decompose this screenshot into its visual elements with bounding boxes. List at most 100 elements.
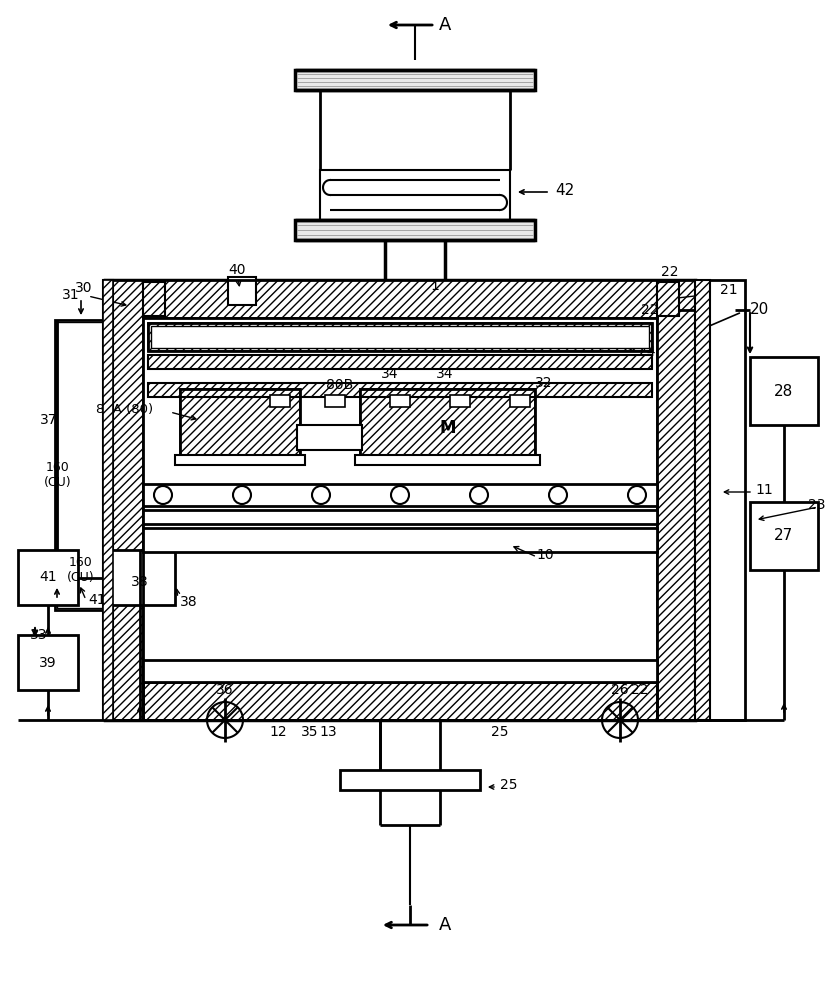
Circle shape: [391, 486, 408, 504]
Text: 39: 39: [39, 656, 57, 670]
Bar: [339, 770, 479, 790]
Bar: [320, 170, 509, 220]
Text: 21: 21: [720, 283, 737, 297]
Bar: [18, 550, 78, 605]
Text: 37: 37: [40, 413, 57, 427]
Bar: [142, 682, 657, 720]
Circle shape: [154, 486, 171, 504]
Bar: [270, 395, 290, 407]
Bar: [142, 660, 657, 682]
Bar: [18, 635, 78, 690]
Text: A: A: [438, 16, 450, 34]
Bar: [295, 70, 534, 90]
Bar: [142, 280, 657, 318]
Text: 34: 34: [436, 367, 453, 381]
Bar: [180, 389, 300, 457]
Text: 33: 33: [30, 628, 47, 642]
Bar: [142, 682, 657, 720]
Bar: [148, 355, 651, 369]
Bar: [295, 220, 534, 240]
Circle shape: [628, 486, 645, 504]
Bar: [57, 322, 105, 608]
Circle shape: [469, 486, 488, 504]
Circle shape: [311, 486, 330, 504]
Text: 32: 32: [534, 376, 551, 390]
Text: 10: 10: [536, 548, 553, 562]
Bar: [228, 277, 256, 305]
Text: 41: 41: [88, 593, 105, 607]
Bar: [148, 323, 651, 351]
Text: 22: 22: [630, 683, 648, 697]
Bar: [105, 280, 142, 720]
Bar: [105, 550, 175, 605]
Bar: [148, 383, 651, 397]
Bar: [694, 280, 744, 720]
Text: 34: 34: [381, 367, 398, 381]
Bar: [180, 389, 300, 457]
Bar: [657, 282, 678, 316]
Bar: [103, 280, 113, 720]
Bar: [450, 395, 469, 407]
Bar: [657, 282, 678, 316]
Text: 22: 22: [661, 265, 678, 279]
Text: M: M: [439, 419, 455, 437]
Text: 24: 24: [638, 345, 655, 359]
Bar: [175, 455, 305, 465]
Text: 42: 42: [554, 183, 574, 198]
Text: 30: 30: [75, 281, 93, 295]
Bar: [749, 357, 817, 425]
Text: 1: 1: [430, 279, 439, 293]
Bar: [694, 280, 709, 720]
Text: 25: 25: [491, 725, 508, 739]
Bar: [105, 280, 142, 720]
Text: 80A (80): 80A (80): [96, 403, 153, 416]
Circle shape: [548, 486, 566, 504]
Bar: [142, 528, 657, 552]
Bar: [359, 389, 534, 457]
Text: 160
(CU): 160 (CU): [67, 556, 94, 584]
Text: 25: 25: [499, 778, 517, 792]
Bar: [148, 383, 651, 397]
Text: 38: 38: [180, 595, 197, 609]
Text: 38: 38: [131, 575, 149, 589]
Bar: [142, 484, 657, 506]
Bar: [151, 326, 648, 348]
Text: 35: 35: [301, 725, 318, 739]
Circle shape: [233, 486, 251, 504]
Bar: [148, 355, 651, 369]
Text: 28: 28: [773, 383, 792, 398]
Bar: [509, 395, 529, 407]
Bar: [148, 323, 651, 351]
Text: 40: 40: [228, 263, 245, 277]
Bar: [142, 282, 165, 316]
Bar: [749, 502, 817, 570]
Text: 20: 20: [749, 302, 768, 318]
Text: 160
(CU): 160 (CU): [44, 461, 72, 489]
Text: 22: 22: [641, 303, 658, 317]
Bar: [359, 389, 534, 457]
Bar: [142, 282, 165, 316]
Text: 41: 41: [39, 570, 57, 584]
Bar: [105, 280, 694, 720]
Bar: [657, 280, 694, 720]
Text: 23: 23: [807, 498, 825, 512]
Text: 31: 31: [62, 288, 80, 302]
Bar: [694, 280, 709, 720]
Text: A: A: [438, 916, 450, 934]
Text: 12: 12: [269, 725, 286, 739]
Bar: [325, 395, 344, 407]
Bar: [389, 395, 410, 407]
Text: 11: 11: [754, 483, 772, 497]
Bar: [142, 682, 657, 720]
Bar: [354, 455, 539, 465]
Text: 13: 13: [319, 725, 336, 739]
Bar: [142, 510, 657, 524]
Text: 80B: 80B: [326, 378, 354, 392]
Bar: [55, 320, 107, 610]
Bar: [657, 280, 694, 720]
Text: 27: 27: [773, 528, 792, 544]
Text: 36: 36: [216, 683, 233, 697]
Bar: [142, 280, 657, 318]
Bar: [296, 425, 362, 450]
Text: 26: 26: [610, 683, 628, 697]
